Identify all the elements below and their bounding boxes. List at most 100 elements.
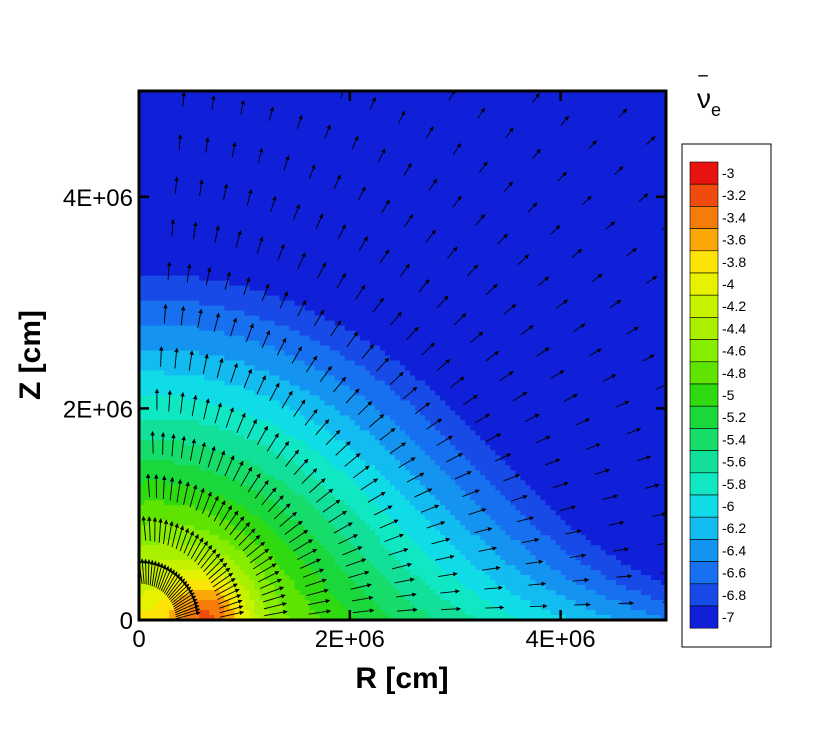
contour-cell bbox=[179, 235, 185, 242]
contour-cell bbox=[610, 265, 617, 272]
contour-cell bbox=[264, 260, 271, 267]
contour-cell bbox=[299, 310, 306, 317]
contour-cell bbox=[485, 150, 491, 157]
contour-cell bbox=[620, 120, 627, 127]
contour-cell bbox=[169, 150, 175, 157]
contour-cell bbox=[495, 210, 501, 217]
contour-cell bbox=[535, 155, 542, 162]
contour-cell bbox=[209, 110, 215, 117]
contour-cell bbox=[219, 175, 225, 182]
contour-cell bbox=[610, 315, 617, 322]
contour-cell bbox=[655, 310, 662, 317]
contour-cell bbox=[565, 220, 572, 227]
contour-cell bbox=[379, 130, 386, 137]
contour-cell bbox=[339, 220, 346, 227]
contour-cell bbox=[475, 91, 481, 97]
contour-cell bbox=[334, 205, 341, 212]
contour-cell bbox=[314, 230, 321, 237]
contour-cell bbox=[139, 210, 145, 217]
contour-cell bbox=[394, 110, 401, 117]
contour-cell bbox=[284, 145, 291, 152]
contour-cell bbox=[555, 175, 562, 182]
contour-cell bbox=[480, 140, 486, 147]
contour-cell bbox=[515, 135, 522, 142]
contour-cell bbox=[199, 265, 205, 272]
contour-cell bbox=[289, 320, 296, 327]
contour-cell bbox=[189, 245, 195, 252]
contour-cell bbox=[344, 275, 351, 282]
contour-cell bbox=[520, 91, 527, 97]
contour-cell bbox=[640, 255, 647, 262]
contour-cell bbox=[384, 110, 391, 117]
contour-cell bbox=[219, 275, 225, 282]
contour-cell bbox=[249, 140, 256, 147]
contour-cell bbox=[430, 265, 436, 272]
contour-cell bbox=[319, 290, 326, 297]
contour-cell bbox=[485, 230, 491, 237]
contour-cell bbox=[425, 195, 431, 202]
contour-cell bbox=[650, 270, 657, 277]
contour-cell bbox=[179, 275, 185, 282]
contour-cell bbox=[610, 210, 617, 217]
contour-cell bbox=[630, 155, 637, 162]
contour-cell bbox=[354, 270, 361, 277]
contour-cell bbox=[304, 175, 311, 182]
contour-cell bbox=[279, 165, 286, 172]
contour-cell bbox=[565, 100, 572, 107]
contour-cell bbox=[605, 180, 612, 187]
contour-cell bbox=[159, 105, 165, 112]
contour-cell bbox=[229, 170, 235, 177]
contour-cell bbox=[349, 285, 356, 292]
contour-cell bbox=[164, 135, 170, 142]
contour-cell bbox=[174, 195, 180, 202]
contour-cell bbox=[545, 130, 552, 137]
contour-cell bbox=[264, 140, 271, 147]
contour-cell bbox=[470, 225, 476, 232]
contour-cell bbox=[214, 195, 220, 202]
contour-cell bbox=[475, 120, 481, 127]
contour-cell bbox=[405, 300, 411, 307]
contour-cell bbox=[329, 300, 336, 307]
contour-cell bbox=[645, 295, 652, 302]
contour-cell bbox=[480, 285, 486, 292]
contour-cell bbox=[630, 265, 637, 272]
contour-cell bbox=[324, 305, 331, 312]
contour-cell bbox=[359, 95, 366, 102]
contour-cell bbox=[169, 245, 175, 252]
contour-cell bbox=[184, 180, 190, 187]
contour-cell bbox=[485, 255, 491, 262]
contour-cell bbox=[199, 150, 205, 157]
contour-cell bbox=[394, 300, 401, 307]
contour-cell bbox=[184, 140, 190, 147]
contour-cell bbox=[194, 275, 200, 282]
contour-cell bbox=[144, 91, 150, 97]
contour-cell bbox=[394, 315, 401, 322]
contour-cell bbox=[144, 105, 150, 112]
contour-cell bbox=[610, 170, 617, 177]
contour-cell bbox=[344, 140, 351, 147]
contour-cell bbox=[144, 140, 150, 147]
contour-cell bbox=[289, 235, 296, 242]
contour-cell bbox=[294, 280, 301, 287]
contour-cell bbox=[600, 235, 607, 242]
contour-cell bbox=[314, 120, 321, 127]
contour-cell bbox=[660, 280, 666, 287]
contour-cell bbox=[239, 185, 245, 192]
contour-cell bbox=[349, 275, 356, 282]
contour-cell bbox=[224, 265, 230, 272]
contour-cell bbox=[540, 215, 547, 222]
contour-cell bbox=[465, 315, 471, 322]
contour-cell bbox=[324, 240, 331, 247]
contour-cell bbox=[139, 255, 145, 262]
contour-cell bbox=[319, 100, 326, 107]
contour-cell bbox=[480, 280, 486, 287]
contour-cell bbox=[520, 290, 527, 297]
contour-cell bbox=[399, 315, 406, 322]
contour-cell bbox=[229, 150, 235, 157]
contour-cell bbox=[580, 240, 587, 247]
contour-cell bbox=[359, 100, 366, 107]
contour-cell bbox=[645, 160, 652, 167]
contour-cell bbox=[630, 105, 637, 112]
contour-cell bbox=[425, 100, 431, 107]
contour-cell bbox=[635, 310, 642, 317]
